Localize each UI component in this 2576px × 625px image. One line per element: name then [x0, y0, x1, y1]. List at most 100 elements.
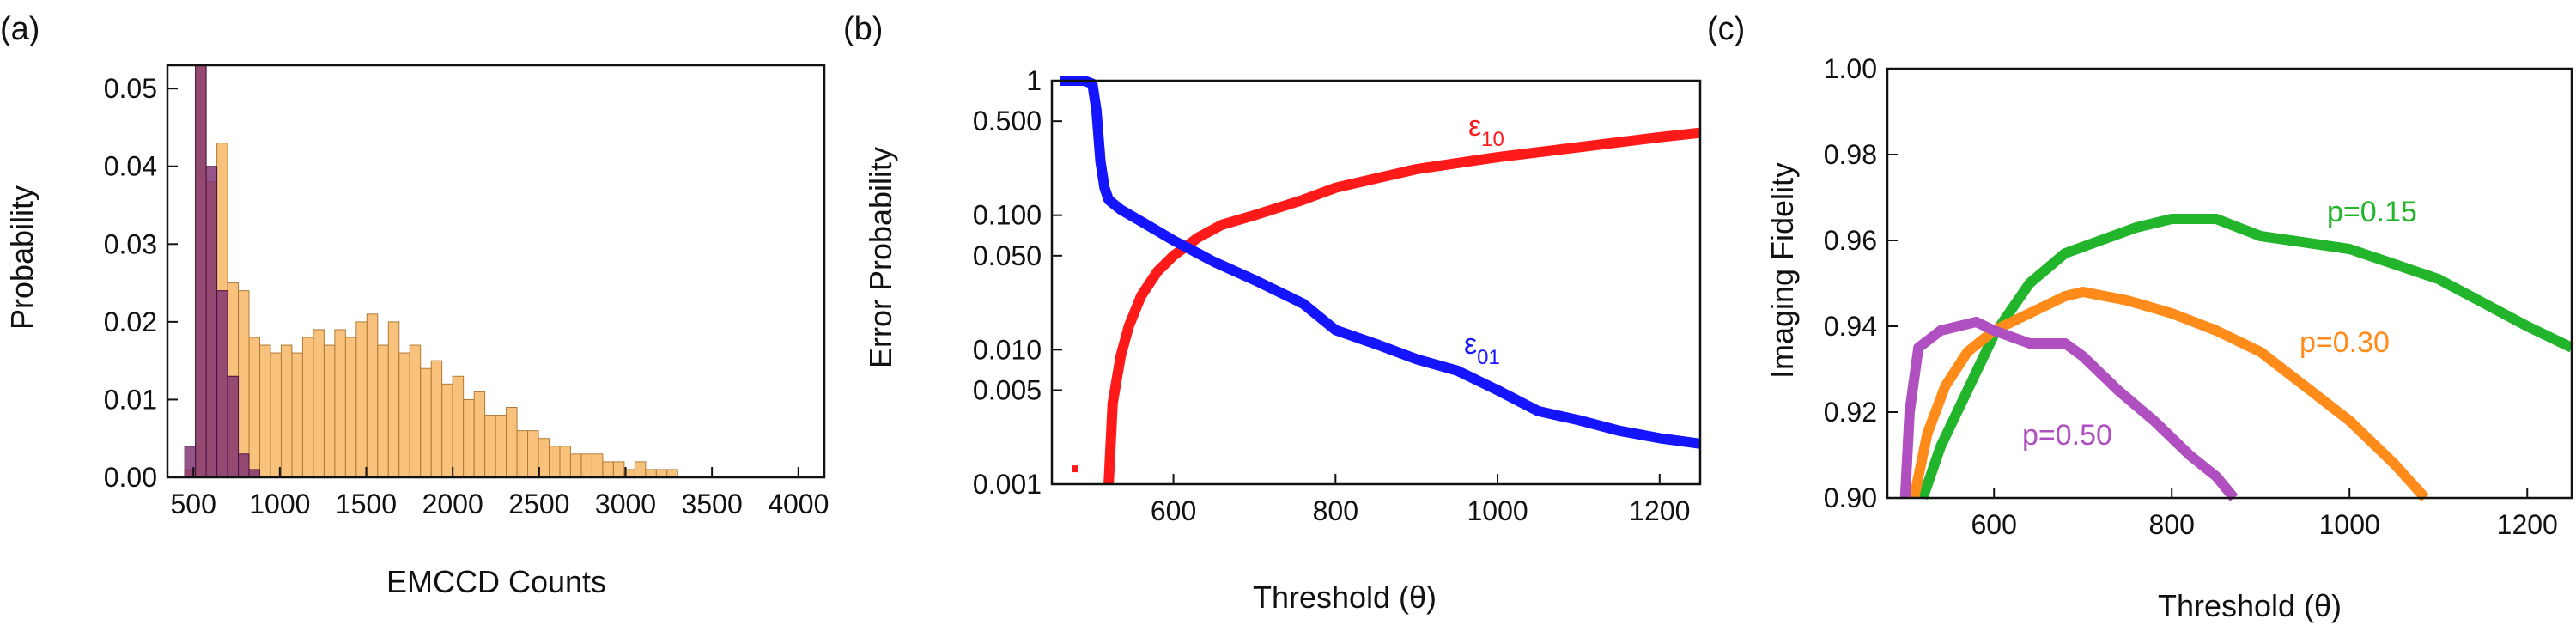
x-tick-label-a: 3000: [595, 488, 656, 519]
x-tick-label-b: 600: [1151, 495, 1196, 526]
curve-ε01: [1060, 76, 1701, 449]
histogram-bar-bright: [602, 461, 614, 478]
panel-c-imaging-fidelity: (c) Imaging Fidelity Threshold (θ) 600 80…: [1707, 11, 2574, 623]
y-axis-title-c: Imaging Fidelity: [1765, 162, 1800, 379]
panel-label-c: (c): [1707, 11, 1745, 47]
histogram-bar-bright: [559, 446, 571, 478]
histogram-bar-dark: [248, 469, 261, 478]
histogram-bar-bright: [420, 367, 432, 478]
x-axis-title-c: Threshold (θ): [2158, 588, 2342, 623]
x-tick-label-b: 1000: [1467, 495, 1528, 526]
histogram-bar-bright: [666, 469, 678, 478]
histogram-bar-dark: [227, 375, 240, 478]
curve-p=0.30: [1909, 287, 2429, 502]
histogram-bar-bright: [398, 352, 410, 478]
histogram-bar-bright: [506, 406, 518, 478]
y-tick-label-a: 0.01: [104, 384, 157, 415]
y-tick-label-c: 0.98: [1824, 139, 1877, 170]
curve-p=0.50: [1899, 317, 2239, 501]
histogram-bar-bright: [655, 469, 668, 478]
label-p015: p=0.15: [2327, 196, 2417, 228]
histogram-bar-bright: [452, 375, 465, 478]
y-tick-label-b: 1: [1026, 65, 1042, 96]
x-tick-label-a: 2000: [422, 488, 483, 519]
panel-label-a: (a): [0, 11, 39, 47]
y-tick-label-a: 0.00: [104, 462, 157, 493]
histogram-bar-bright: [270, 352, 282, 478]
histogram-bar-dark: [238, 453, 250, 478]
histogram-bar-bright: [634, 461, 647, 478]
histogram-bar-bright: [344, 337, 357, 478]
label-eps01-sub: 01: [1477, 346, 1500, 369]
histogram-bar-dark: [205, 166, 218, 478]
y-tick-label-c: 0.90: [1824, 482, 1877, 513]
curve-p=0.15: [1917, 214, 2574, 500]
histogram-bar-bright: [280, 344, 293, 478]
x-tick-label-c: 1000: [2319, 509, 2380, 540]
y-tick-label-a: 0.04: [104, 151, 157, 182]
histogram-bar-bright: [409, 344, 422, 478]
histogram-bar-dark: [195, 64, 207, 478]
x-tick-label-a: 3500: [682, 488, 743, 519]
histogram-bar-bright: [430, 360, 443, 478]
label-eps10-sub: 10: [1481, 128, 1504, 151]
histogram-bar-bright: [291, 352, 303, 478]
x-axis-title-a: EMCCD Counts: [386, 564, 606, 599]
x-tick-label-a: 2500: [508, 488, 569, 519]
x-tick-label-b: 1200: [1629, 495, 1690, 526]
histogram-bars: [184, 64, 678, 478]
y-tick-label-c: 0.96: [1824, 225, 1877, 256]
x-tick-label-a: 1500: [336, 488, 397, 519]
y-tick-label-b: 0.100: [973, 200, 1042, 231]
histogram-bar-bright: [495, 415, 507, 478]
error-curves: [1060, 76, 1701, 485]
y-tick-label-b: 0.010: [973, 334, 1042, 365]
histogram-bar-bright: [248, 337, 261, 478]
histogram-bar-bright: [463, 398, 475, 478]
label-eps01: ε01: [1464, 328, 1500, 369]
histogram-bar-bright: [645, 469, 657, 478]
y-tick-label-a: 0.02: [104, 306, 157, 337]
x-tick-label-c: 600: [1971, 509, 2017, 540]
panel-b-error-probability: (b) Error Probability Threshold (θ) 600 8…: [843, 11, 1702, 615]
histogram-bar-bright: [441, 383, 453, 478]
y-tick-label-b: 0.050: [973, 240, 1042, 271]
histogram-bar-bright: [527, 430, 539, 478]
histogram-bar-bright: [301, 337, 314, 478]
curve-ε10: [1103, 127, 1701, 485]
histogram-bar-bright: [323, 344, 336, 478]
histogram-bar-bright: [538, 438, 550, 478]
x-tick-label-a: 4000: [768, 488, 829, 519]
axis-ticks-b: 600 800 1000 1200 0.001 0.005 0.010 0.050 0.100 0…: [973, 65, 1690, 526]
y-axis-title-b: Error Probability: [863, 147, 898, 368]
x-tick-label-b: 800: [1313, 495, 1358, 526]
y-tick-label-c: 0.92: [1824, 397, 1877, 428]
label-eps10-main: ε: [1468, 110, 1481, 143]
histogram-bar-bright: [313, 329, 325, 478]
histogram-bar-bright: [387, 321, 400, 478]
x-tick-label-c: 1200: [2497, 509, 2558, 540]
plot-frame-a: [166, 64, 826, 479]
label-eps10: ε10: [1468, 110, 1504, 151]
y-tick-label-a: 0.05: [104, 73, 157, 104]
y-tick-label-c: 1.00: [1824, 53, 1877, 84]
histogram-bar-bright: [591, 453, 604, 478]
fidelity-curves: [1899, 214, 2574, 502]
panel-a-histogram: (a) Probability EMCCD Counts 500 1000 1500…: [0, 11, 829, 599]
x-tick-label-c: 800: [2149, 509, 2195, 540]
histogram-bar-bright: [549, 446, 561, 478]
y-tick-label-b: 0.005: [973, 374, 1042, 405]
histogram-bar-bright: [569, 453, 582, 478]
histogram-bar-bright: [355, 321, 368, 478]
histogram-bar-bright: [580, 453, 592, 478]
x-tick-label-a: 1000: [249, 488, 310, 519]
x-axis-title-b: Threshold (θ): [1253, 579, 1437, 615]
y-tick-label-b: 0.001: [973, 469, 1042, 500]
plot-frame-b: [1050, 79, 1702, 486]
histogram-bar-bright: [334, 329, 346, 478]
axis-ticks-a: 500 1000 1500 2000 2500 3000 3500 4000 0.00 0.01 0…: [104, 73, 829, 519]
y-tick-label-b: 0.500: [973, 106, 1042, 137]
label-p030: p=0.30: [2300, 326, 2390, 359]
y-tick-label-a: 0.03: [104, 228, 157, 259]
